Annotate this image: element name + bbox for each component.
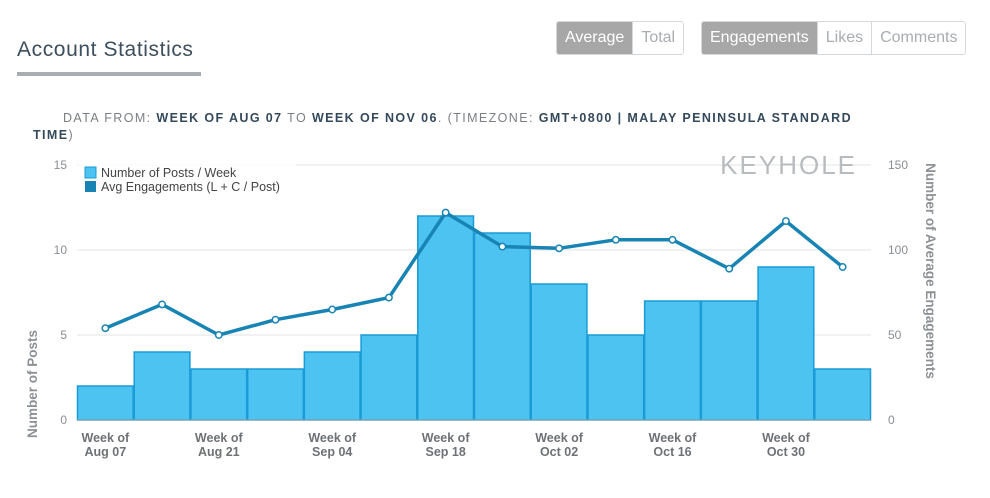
line-point	[384, 293, 393, 302]
date-range-from: WEEK OF AUG 07	[156, 111, 283, 125]
x-tick-label-line1: Week of	[308, 431, 357, 445]
line-point	[158, 300, 167, 309]
x-tick-label-line2: Sep 04	[312, 445, 352, 459]
x-tick-label-line2: Sep 18	[425, 445, 465, 459]
line-point	[498, 242, 507, 251]
x-tick-label-line2: Aug 07	[85, 445, 127, 459]
legend-swatch-line	[85, 181, 96, 192]
legend-label-bars: Number of Posts / Week	[101, 166, 237, 180]
x-tick-label-line1: Week of	[422, 431, 471, 445]
bar	[360, 334, 418, 421]
x-tick-label-line1: Week of	[762, 431, 811, 445]
likes-button[interactable]: Likes	[816, 22, 872, 54]
date-range-prefix: DATA FROM:	[63, 111, 157, 125]
comments-button[interactable]: Comments	[871, 22, 966, 54]
bar	[757, 266, 815, 421]
y-tick-label: 0	[60, 413, 67, 427]
title-underline	[17, 72, 201, 76]
line-point	[328, 305, 337, 314]
legend-label-line: Avg Engagements (L + C / Post)	[101, 180, 280, 194]
timezone-value: GMT+0800 | MALAY PENINSULA STANDARD	[538, 111, 853, 125]
y-tick-label: 15	[54, 158, 68, 172]
y2-tick-label: 50	[888, 328, 902, 342]
line-point	[441, 208, 450, 217]
x-tick-label-line2: Oct 02	[540, 445, 578, 459]
bar	[190, 368, 248, 421]
line-point	[271, 315, 280, 324]
x-tick-label-line2: Aug 21	[198, 445, 240, 459]
bar	[700, 300, 758, 421]
page-title: Account Statistics	[17, 38, 194, 61]
timezone-close: )	[68, 128, 75, 142]
date-range-to: WEEK OF NOV 06	[311, 111, 438, 125]
bar	[530, 283, 588, 421]
metric-toggle: Engagements Likes Comments	[701, 21, 967, 55]
aggregation-toggle: Average Total	[556, 21, 685, 55]
timezone-value-cont: TIME	[33, 128, 69, 142]
average-button[interactable]: Average	[557, 22, 633, 54]
line-point	[781, 217, 790, 226]
y-axis-title: Number of Posts	[25, 330, 40, 438]
date-range-to-word: TO	[282, 111, 312, 125]
bar	[417, 215, 475, 421]
line-point	[725, 264, 734, 273]
line-point	[555, 244, 564, 253]
y2-tick-label: 0	[888, 413, 895, 427]
line-point	[101, 324, 110, 333]
x-tick-label-line1: Week of	[649, 431, 698, 445]
y2-tick-label: 100	[888, 243, 908, 257]
y2-axis-title: Number of Average Engagements	[923, 163, 938, 379]
bar	[587, 334, 645, 421]
series-line	[103, 210, 845, 337]
bar	[643, 300, 702, 421]
legend-swatch-bars	[84, 166, 97, 179]
y-tick-label: 10	[54, 243, 68, 257]
bar	[473, 232, 531, 421]
x-tick-label-line2: Oct 16	[653, 445, 691, 459]
timezone-label: . (TIMEZONE:	[437, 111, 539, 125]
x-tick-label-line1: Week of	[82, 431, 131, 445]
x-tick-label-line1: Week of	[195, 431, 244, 445]
line-point	[214, 331, 223, 339]
line-point	[668, 235, 677, 244]
bar	[76, 385, 134, 421]
line-point	[838, 263, 847, 271]
keyhole-watermark: KEYHOLE	[720, 150, 857, 180]
engagements-button[interactable]: Engagements	[702, 22, 817, 54]
bar	[246, 368, 305, 421]
y-tick-label: 5	[60, 328, 67, 342]
x-tick-label-line1: Week of	[535, 431, 584, 445]
total-button[interactable]: Total	[632, 22, 684, 54]
bar	[303, 351, 361, 421]
bar	[814, 368, 872, 421]
legend-box	[78, 163, 296, 196]
x-tick-label-line2: Oct 30	[767, 445, 805, 459]
bar	[133, 351, 191, 421]
line-point	[611, 235, 620, 244]
y2-tick-label: 150	[888, 158, 908, 172]
